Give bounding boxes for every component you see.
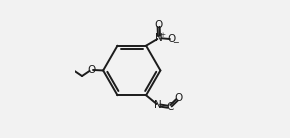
Text: N: N [155, 33, 163, 43]
Text: C: C [166, 102, 173, 112]
Text: +: + [159, 32, 165, 38]
Text: −: − [172, 38, 179, 47]
Text: O: O [155, 20, 163, 30]
Text: O: O [174, 93, 182, 104]
Text: O: O [87, 65, 95, 75]
Text: N: N [154, 100, 162, 110]
Text: O: O [168, 34, 176, 44]
